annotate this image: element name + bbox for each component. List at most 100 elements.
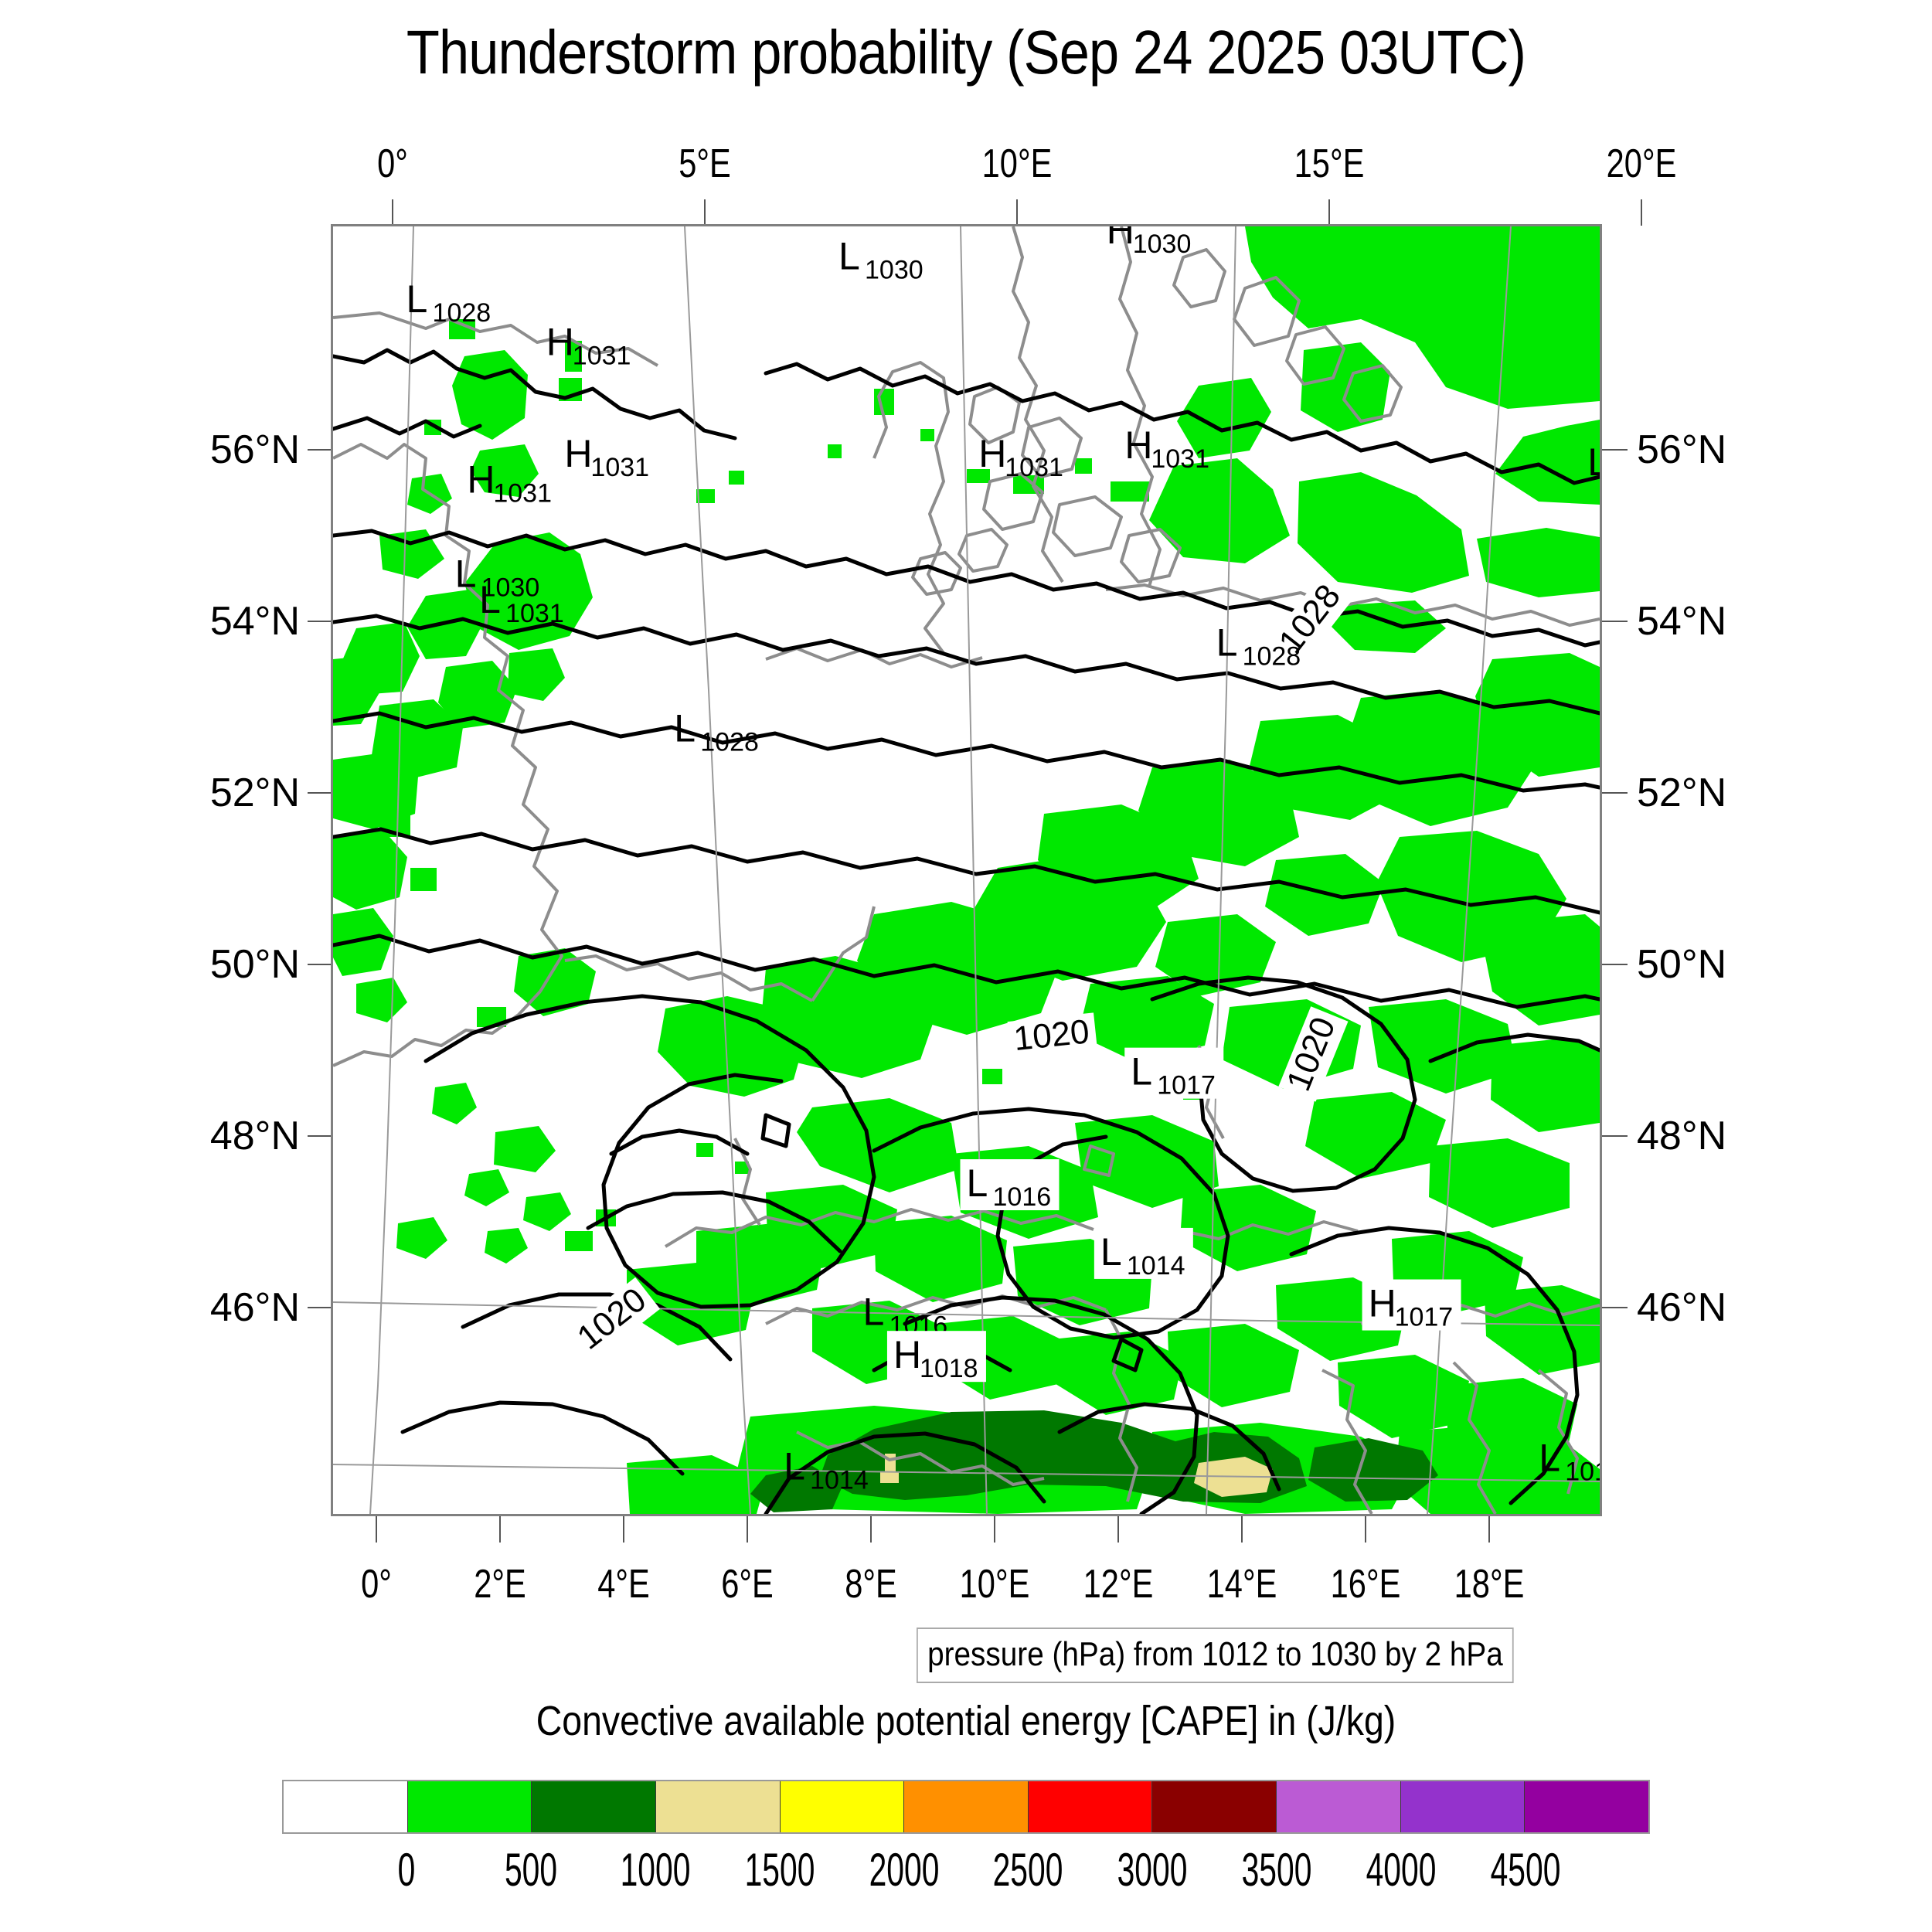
top-lon-tick-3: 15°E <box>1294 141 1364 186</box>
colorbar-swatch-3[interactable] <box>655 1781 781 1832</box>
bottom-lon-tickmark-7 <box>1240 1516 1243 1543</box>
isobar-label-backdrop <box>566 1277 661 1362</box>
pressure-marker-backdrop <box>1094 1227 1193 1279</box>
colorbar-tick-5: 2500 <box>993 1844 1063 1896</box>
pressure-marker-l-19: L 1014 <box>784 1445 869 1495</box>
pressure-marker-type: H <box>1369 1282 1396 1325</box>
bottom-lon-tickmark-0 <box>375 1516 377 1543</box>
pressure-marker-type: L <box>1131 1050 1152 1094</box>
colorbar-tick-4: 2000 <box>869 1844 939 1896</box>
pressure-marker-type: H <box>893 1333 921 1376</box>
bottom-lon-tickmark-3 <box>746 1516 748 1543</box>
pressure-marker-type: H <box>1107 226 1134 252</box>
pressure-marker-type: L <box>406 277 428 321</box>
pressure-marker-value: 1028 <box>700 727 759 757</box>
cape-colorbar[interactable] <box>282 1780 1650 1834</box>
right-lat-tickmark-5 <box>1601 1307 1628 1309</box>
isobar-label-backdrop <box>1278 1006 1349 1102</box>
bottom-lon-tickmark-9 <box>1488 1516 1490 1543</box>
graticule-layer <box>333 226 1600 1514</box>
bottom-lon-tickmark-6 <box>1117 1516 1119 1543</box>
isobar-label-backdrop <box>1269 573 1355 666</box>
pressure-marker-type: L <box>1216 621 1238 664</box>
pressure-marker-value: 1018 <box>920 1354 978 1383</box>
colorbar-swatch-7[interactable] <box>1152 1781 1277 1832</box>
top-lon-tickmark-2 <box>1015 199 1018 226</box>
pressure-marker-value: 1028 <box>433 298 492 328</box>
pressure-marker-type: L <box>455 552 477 595</box>
bottom-lon-tickmark-1 <box>498 1516 501 1543</box>
isobar-label-text: 1020 <box>1012 1012 1090 1058</box>
colorbar-swatch-4[interactable] <box>780 1781 905 1832</box>
colorbar-title: Convective available potential energy [C… <box>536 1698 1396 1744</box>
colorbar-swatch-2[interactable] <box>532 1781 656 1832</box>
colorbar-swatch-6[interactable] <box>1028 1781 1153 1832</box>
pressure-marker-value: 1017 <box>1157 1071 1216 1100</box>
left-lat-tickmark-4 <box>308 1135 334 1138</box>
pressure-marker-type: L <box>863 1291 885 1334</box>
right-lat-tickmark-1 <box>1601 620 1628 622</box>
left-lat-tick-3: 50°N <box>209 942 300 988</box>
right-lat-tickmark-3 <box>1601 964 1628 966</box>
bottom-lon-tickmark-2 <box>622 1516 624 1543</box>
top-lon-tick-0: 0° <box>376 141 408 186</box>
left-lat-tick-2: 52°N <box>209 770 300 816</box>
pressure-marker-value: 1017 <box>1395 1303 1454 1332</box>
colorbar-tick-0: 0 <box>397 1844 416 1896</box>
colorbar-tick-1: 500 <box>504 1844 557 1896</box>
left-lat-tick-5: 46°N <box>209 1285 300 1331</box>
bottom-lon-tick-6: 12°E <box>1083 1562 1154 1607</box>
colorbar-swatch-10[interactable] <box>1525 1781 1649 1832</box>
colorbar-swatch-1[interactable] <box>407 1781 532 1832</box>
pressure-marker-l-9: L 1031 <box>479 578 564 628</box>
bottom-lon-tick-8: 16°E <box>1330 1562 1401 1607</box>
bottom-lon-tickmark-8 <box>1364 1516 1366 1543</box>
pressure-marker-value: 1030 <box>481 573 540 602</box>
colorbar-tick-6: 3000 <box>1117 1844 1188 1896</box>
pressure-marker-l-2: L 1030 <box>838 235 923 285</box>
colorbar-tick-8: 4000 <box>1366 1844 1437 1896</box>
pressure-marker-l-0: L 1028 <box>406 277 492 328</box>
pressure-marker-value: 1031 <box>573 342 631 371</box>
pressure-marker-backdrop <box>1362 1279 1461 1331</box>
bottom-lon-tick-0: 0° <box>360 1562 392 1607</box>
right-lat-tick-1: 54°N <box>1637 598 1727 644</box>
right-lat-tick-2: 52°N <box>1637 770 1727 816</box>
colorbar-swatch-0[interactable] <box>284 1781 408 1832</box>
pressure-marker-type: L <box>1100 1230 1122 1274</box>
colorbar-swatch-9[interactable] <box>1400 1781 1526 1832</box>
pressure-marker-value: 1031 <box>505 599 564 628</box>
top-lon-tickmark-1 <box>703 199 706 226</box>
left-lat-tickmark-5 <box>308 1307 334 1309</box>
pressure-marker-value: 1014 <box>810 1466 869 1495</box>
bottom-lon-tick-3: 6°E <box>720 1562 774 1607</box>
pressure-marker-type: H <box>564 432 592 475</box>
pressure-marker-type: H <box>546 321 574 364</box>
page-title: Thunderstorm probability (Sep 24 2025 03… <box>406 18 1526 87</box>
map-plot-area[interactable]: 1028 1020 1020 1020 L 1028 H 1031 L 1030 H 1030 H 10… <box>331 224 1602 1516</box>
pressure-marker-value: 1031 <box>493 478 552 508</box>
pressure-marker-type: L <box>1539 1436 1560 1479</box>
colorbar-swatch-8[interactable] <box>1277 1781 1401 1832</box>
right-lat-tick-4: 48°N <box>1637 1114 1727 1159</box>
colorbar-tick-3: 1500 <box>744 1844 815 1896</box>
pressure-marker-l-11: L 1028 <box>1216 621 1301 671</box>
bottom-lon-tick-7: 14°E <box>1206 1562 1277 1607</box>
isobar-label-backdrop <box>1007 1012 1098 1062</box>
pressure-marker-type: L <box>1587 440 1600 484</box>
pressure-marker-l-14: L 1016 <box>960 1159 1060 1212</box>
pressure-marker-l-13: L 1017 <box>1124 1047 1224 1100</box>
pressure-contour-note: pressure (hPa) from 1012 to 1030 by 2 hP… <box>917 1628 1514 1683</box>
left-lat-tickmark-0 <box>308 448 334 451</box>
right-lat-tickmark-0 <box>1601 448 1628 451</box>
bottom-lon-tick-5: 10°E <box>959 1562 1030 1607</box>
colorbar-swatch-5[interactable] <box>904 1781 1029 1832</box>
top-lon-tick-4: 20°E <box>1606 141 1676 186</box>
pressure-marker-value: 1028 <box>1243 641 1301 671</box>
